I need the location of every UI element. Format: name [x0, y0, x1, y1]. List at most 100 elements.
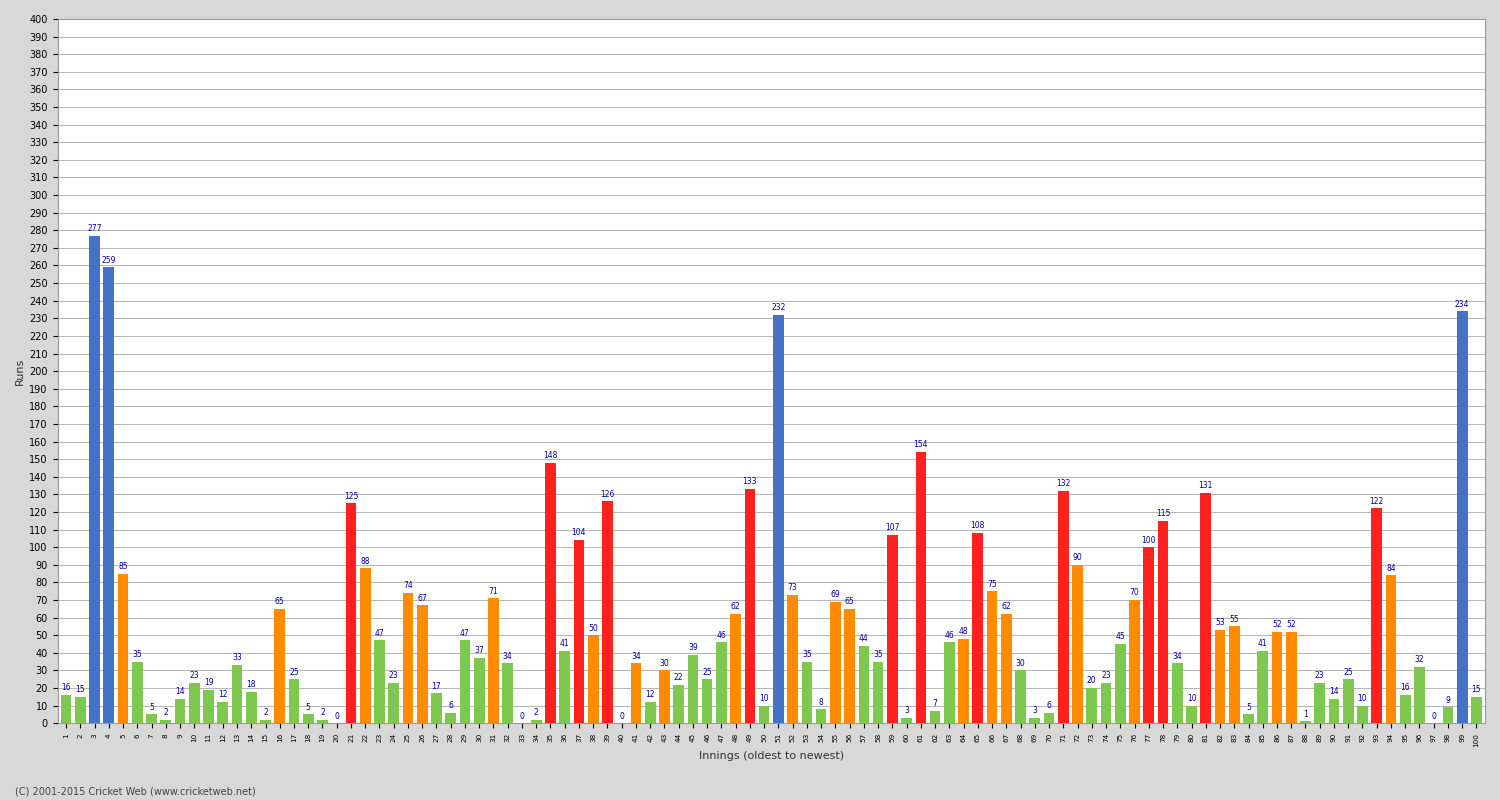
Bar	[816, 709, 827, 723]
Text: 16: 16	[1401, 683, 1410, 693]
Bar	[788, 594, 798, 723]
Text: 2: 2	[320, 708, 326, 717]
Bar	[488, 598, 500, 723]
Text: 131: 131	[1198, 481, 1214, 490]
Text: 7: 7	[933, 699, 938, 708]
Text: 88: 88	[360, 557, 370, 566]
Text: 0: 0	[1431, 711, 1436, 721]
Bar	[987, 591, 998, 723]
Bar	[687, 654, 698, 723]
Text: 15: 15	[75, 685, 86, 694]
Bar	[374, 641, 386, 723]
Bar	[60, 695, 72, 723]
Text: 25: 25	[290, 667, 298, 677]
Bar	[1143, 547, 1154, 723]
Bar	[274, 609, 285, 723]
Bar	[1228, 626, 1239, 723]
Bar	[1130, 600, 1140, 723]
Bar	[772, 314, 783, 723]
Text: 37: 37	[474, 646, 484, 655]
Bar	[886, 535, 897, 723]
Bar	[915, 452, 926, 723]
Bar	[1371, 509, 1382, 723]
Text: 125: 125	[344, 491, 358, 501]
Text: 47: 47	[460, 629, 470, 638]
Text: 67: 67	[417, 594, 428, 602]
Text: 74: 74	[404, 582, 412, 590]
Bar	[1158, 521, 1168, 723]
Bar	[174, 698, 186, 723]
Bar	[573, 540, 585, 723]
Bar	[1342, 679, 1353, 723]
Text: 41: 41	[560, 639, 570, 649]
Text: 44: 44	[859, 634, 868, 643]
Bar	[1072, 565, 1083, 723]
Text: 277: 277	[87, 224, 102, 233]
Text: 62: 62	[1002, 602, 1011, 611]
Text: 39: 39	[688, 643, 698, 652]
Text: 133: 133	[742, 478, 758, 486]
Bar	[1114, 644, 1125, 723]
Text: 108: 108	[970, 522, 986, 530]
Text: 23: 23	[1316, 671, 1324, 680]
Text: 100: 100	[1142, 535, 1156, 545]
Bar	[630, 663, 642, 723]
Bar	[1358, 706, 1368, 723]
Bar	[1244, 714, 1254, 723]
Text: 19: 19	[204, 678, 213, 687]
Text: 10: 10	[1358, 694, 1368, 703]
Text: 259: 259	[102, 256, 116, 265]
Bar	[1456, 311, 1467, 723]
Text: 73: 73	[788, 583, 798, 592]
Text: 0: 0	[620, 711, 624, 721]
Text: 234: 234	[1455, 300, 1470, 309]
Bar	[531, 720, 542, 723]
Bar	[246, 691, 256, 723]
Text: 65: 65	[274, 597, 285, 606]
Text: 9: 9	[1446, 696, 1450, 705]
Text: 1: 1	[1304, 710, 1308, 719]
Bar	[1300, 722, 1311, 723]
Text: 12: 12	[645, 690, 656, 699]
Bar	[658, 670, 670, 723]
Text: 90: 90	[1072, 553, 1083, 562]
Text: 14: 14	[176, 687, 184, 696]
Bar	[1472, 697, 1482, 723]
Text: 10: 10	[759, 694, 770, 703]
Bar	[930, 711, 940, 723]
Bar	[560, 651, 570, 723]
Bar	[645, 702, 656, 723]
Bar	[873, 662, 883, 723]
Bar	[1443, 707, 1454, 723]
Bar	[117, 574, 129, 723]
Bar	[588, 635, 598, 723]
Bar	[146, 714, 158, 723]
Text: 65: 65	[844, 597, 855, 606]
Text: 3: 3	[1032, 706, 1038, 715]
Text: 34: 34	[1173, 652, 1182, 661]
Bar	[1215, 630, 1225, 723]
Text: 34: 34	[632, 652, 640, 661]
Bar	[1086, 688, 1096, 723]
Bar	[744, 489, 754, 723]
Text: 3: 3	[904, 706, 909, 715]
Bar	[1058, 491, 1068, 723]
Text: 5: 5	[306, 702, 310, 712]
Text: 69: 69	[831, 590, 840, 599]
Text: 75: 75	[987, 579, 998, 589]
Bar	[1257, 651, 1268, 723]
Text: 46: 46	[717, 630, 726, 640]
Text: 12: 12	[217, 690, 228, 699]
Text: 48: 48	[958, 627, 969, 636]
Bar	[1314, 682, 1324, 723]
Bar	[503, 663, 513, 723]
Bar	[1029, 718, 1039, 723]
Bar	[132, 662, 142, 723]
Text: 45: 45	[1116, 632, 1125, 642]
Text: 25: 25	[702, 667, 712, 677]
Bar	[716, 642, 726, 723]
Bar	[260, 720, 272, 723]
Text: 35: 35	[873, 650, 883, 659]
Bar	[459, 641, 471, 723]
Bar	[417, 606, 428, 723]
